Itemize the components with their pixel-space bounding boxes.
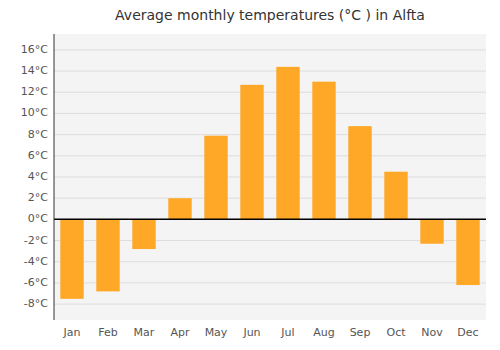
x-tick-label: Jun: [242, 326, 260, 339]
y-tick-labels: -8°C -6°C -4°C -2°C 0°C 2°C 4°C 6°C 8°C 10°C 12°C 1…: [21, 43, 48, 310]
x-tick-label: Oct: [386, 326, 406, 339]
x-tick-label: Jan: [63, 326, 81, 339]
bar: [456, 219, 479, 285]
y-tick-label: 10°C: [21, 106, 48, 119]
y-tick-label: 8°C: [28, 128, 48, 141]
bar: [348, 126, 371, 219]
bar: [168, 198, 191, 219]
grid: [54, 50, 486, 304]
y-tick-label: 2°C: [28, 191, 48, 204]
bar: [132, 219, 155, 249]
bar: [240, 85, 263, 220]
x-tick-label: May: [205, 326, 228, 339]
grid-line: [54, 155, 486, 156]
x-tick-label: Mar: [134, 326, 155, 339]
x-tick-label: Feb: [98, 326, 117, 339]
y-tick-label: 16°C: [21, 43, 48, 56]
bar: [312, 82, 335, 220]
grid-line: [54, 198, 486, 199]
bar: [384, 172, 407, 220]
y-tick-label: 0°C: [28, 212, 48, 225]
x-tick-label: Sep: [350, 326, 371, 339]
y-tick-label: 4°C: [28, 170, 48, 183]
bar: [60, 219, 83, 298]
x-tick-label: Nov: [421, 326, 443, 339]
x-tick-label: Dec: [457, 326, 478, 339]
grid-line: [54, 134, 486, 135]
y-tick-label: 12°C: [21, 85, 48, 98]
y-tick-label: 14°C: [21, 64, 48, 77]
bar: [204, 136, 227, 220]
x-tick-label: Apr: [170, 326, 190, 339]
grid-line: [54, 177, 486, 178]
y-tick-label: -8°C: [24, 297, 48, 310]
zero-line: [54, 219, 486, 221]
grid-line: [54, 113, 486, 114]
chart: -8°C -6°C -4°C -2°C 0°C 2°C 4°C 6°C 8°C 10°C 12°C 1…: [0, 0, 500, 350]
chart-container: -8°C -6°C -4°C -2°C 0°C 2°C 4°C 6°C 8°C 10°C 12°C 1…: [0, 0, 500, 350]
y-tick-label: -2°C: [24, 234, 48, 247]
x-tick-label: Jul: [280, 326, 294, 339]
y-axis-line: [54, 34, 55, 320]
bar: [420, 219, 443, 243]
grid-line: [54, 92, 486, 93]
bar: [96, 219, 119, 291]
x-tick-label: Aug: [313, 326, 334, 339]
bar: [276, 67, 299, 220]
grid-line: [54, 71, 486, 72]
grid-line: [54, 219, 486, 220]
y-tick-label: -6°C: [24, 276, 48, 289]
y-tick-label: -4°C: [24, 255, 48, 268]
y-tick-label: 6°C: [28, 149, 48, 162]
grid-line: [54, 304, 486, 305]
grid-line: [54, 49, 486, 50]
plot-background: [54, 34, 486, 320]
title: Average monthly temperatures (°C ) in Al…: [115, 7, 425, 23]
bars: [60, 67, 479, 299]
x-tick-labels: Jan Feb Mar Apr May Jun Jul Aug Sep Oct Nov Dec: [63, 326, 479, 339]
